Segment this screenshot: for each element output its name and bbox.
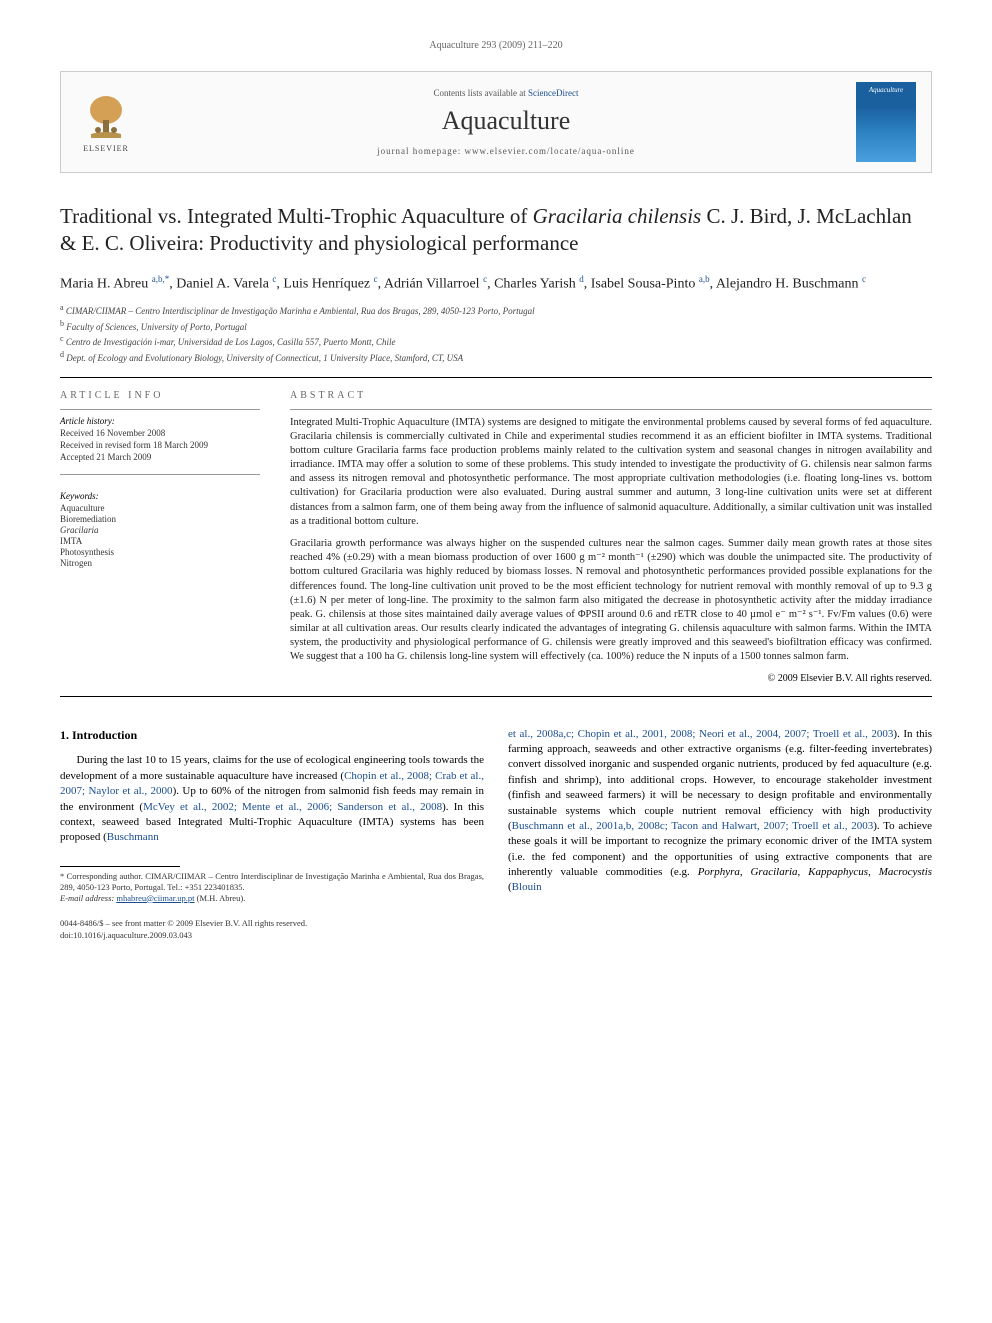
footnote-text: * Corresponding author. CIMAR/CIIMAR – C… [60, 871, 484, 892]
abstract-paragraph: Integrated Multi-Trophic Aquaculture (IM… [290, 416, 932, 529]
abstract-rule [290, 409, 932, 410]
email-label: E-mail address: [60, 893, 116, 903]
copyright: © 2009 Elsevier B.V. All rights reserved… [290, 673, 932, 684]
article-title: Traditional vs. Integrated Multi-Trophic… [60, 203, 932, 258]
footer-doi: doi:10.1016/j.aquaculture.2009.03.043 [60, 930, 484, 942]
keyword: Gracilaria [60, 525, 260, 535]
email-suffix: (M.H. Abreu). [195, 893, 246, 903]
history-item: Received in revised form 18 March 2009 [60, 440, 260, 450]
abstract-heading: ABSTRACT [290, 390, 932, 401]
column-right: et al., 2008a,c; Chopin et al., 2001, 20… [508, 727, 932, 942]
body-paragraph: et al., 2008a,c; Chopin et al., 2001, 20… [508, 727, 932, 896]
header-center: Contents lists available at ScienceDirec… [156, 88, 856, 156]
article-info: ARTICLE INFO Article history: Received 1… [60, 390, 260, 684]
rule [60, 377, 932, 378]
citation-link[interactable]: Chopin et al., 2008; Crab et al., 2007; … [60, 770, 484, 797]
info-abstract-row: ARTICLE INFO Article history: Received 1… [60, 390, 932, 684]
history-item: Accepted 21 March 2009 [60, 452, 260, 462]
body-columns: 1. Introduction During the last 10 to 15… [60, 727, 932, 942]
keywords-label: Keywords: [60, 491, 260, 501]
affiliation: a CIMAR/CIIMAR – Centro Interdisciplinar… [60, 302, 932, 318]
citation-link[interactable]: Buschmann [107, 831, 159, 843]
affiliation: c Centro de Investigación i-mar, Univers… [60, 333, 932, 349]
citation-link[interactable]: Buschmann et al., 2001a,b, 2008c; Tacon … [512, 820, 874, 832]
homepage-url: www.elsevier.com/locate/aqua-online [465, 146, 635, 156]
keyword: Nitrogen [60, 558, 260, 568]
cover-title: Aquaculture [869, 86, 903, 94]
journal-name: Aquaculture [156, 106, 856, 136]
authors: Maria H. Abreu a,b,*, Daniel A. Varela c… [60, 274, 932, 293]
contents-line: Contents lists available at ScienceDirec… [156, 88, 856, 98]
affiliation: b Faculty of Sciences, University of Por… [60, 318, 932, 334]
journal-cover-thumb: Aquaculture [856, 82, 916, 162]
journal-header: ELSEVIER Contents lists available at Sci… [60, 71, 932, 173]
footnote-rule [60, 866, 180, 867]
info-rule [60, 409, 260, 410]
citation-link[interactable]: Blouin [512, 881, 542, 893]
page: Aquaculture 293 (2009) 211–220 ELSEVIER … [0, 0, 992, 982]
keyword: IMTA [60, 536, 260, 546]
section-heading: 1. Introduction [60, 727, 484, 744]
keyword: Bioremediation [60, 514, 260, 524]
sciencedirect-link[interactable]: ScienceDirect [528, 88, 578, 98]
column-left: 1. Introduction During the last 10 to 15… [60, 727, 484, 942]
contents-prefix: Contents lists available at [434, 88, 528, 98]
running-head: Aquaculture 293 (2009) 211–220 [60, 40, 932, 51]
body-paragraph: During the last 10 to 15 years, claims f… [60, 753, 484, 845]
abstract: ABSTRACT Integrated Multi-Trophic Aquacu… [290, 390, 932, 684]
article-info-heading: ARTICLE INFO [60, 390, 260, 401]
info-rule [60, 474, 260, 475]
homepage-line: journal homepage: www.elsevier.com/locat… [156, 146, 856, 156]
citation-link[interactable]: McVey et al., 2002; Mente et al., 2006; … [143, 801, 442, 813]
elsevier-tree-icon [81, 92, 131, 142]
affiliations: a CIMAR/CIIMAR – Centro Interdisciplinar… [60, 302, 932, 364]
citation-link[interactable]: et al., 2008a,c; Chopin et al., 2001, 20… [508, 728, 893, 740]
elsevier-logo: ELSEVIER [76, 87, 136, 157]
email-link[interactable]: mhabreu@ciimar.up.pt [116, 893, 194, 903]
keyword: Photosynthesis [60, 547, 260, 557]
history-item: Received 16 November 2008 [60, 428, 260, 438]
rule [60, 696, 932, 697]
publisher-name: ELSEVIER [83, 144, 129, 153]
homepage-prefix: journal homepage: [377, 146, 464, 156]
keyword: Aquaculture [60, 503, 260, 513]
abstract-paragraph: Gracilaria growth performance was always… [290, 537, 932, 665]
footer-copyright: 0044-8486/$ – see front matter © 2009 El… [60, 918, 484, 930]
affiliation: d Dept. of Ecology and Evolutionary Biol… [60, 349, 932, 365]
history-label: Article history: [60, 416, 260, 426]
corresponding-footnote: * Corresponding author. CIMAR/CIIMAR – C… [60, 871, 484, 904]
